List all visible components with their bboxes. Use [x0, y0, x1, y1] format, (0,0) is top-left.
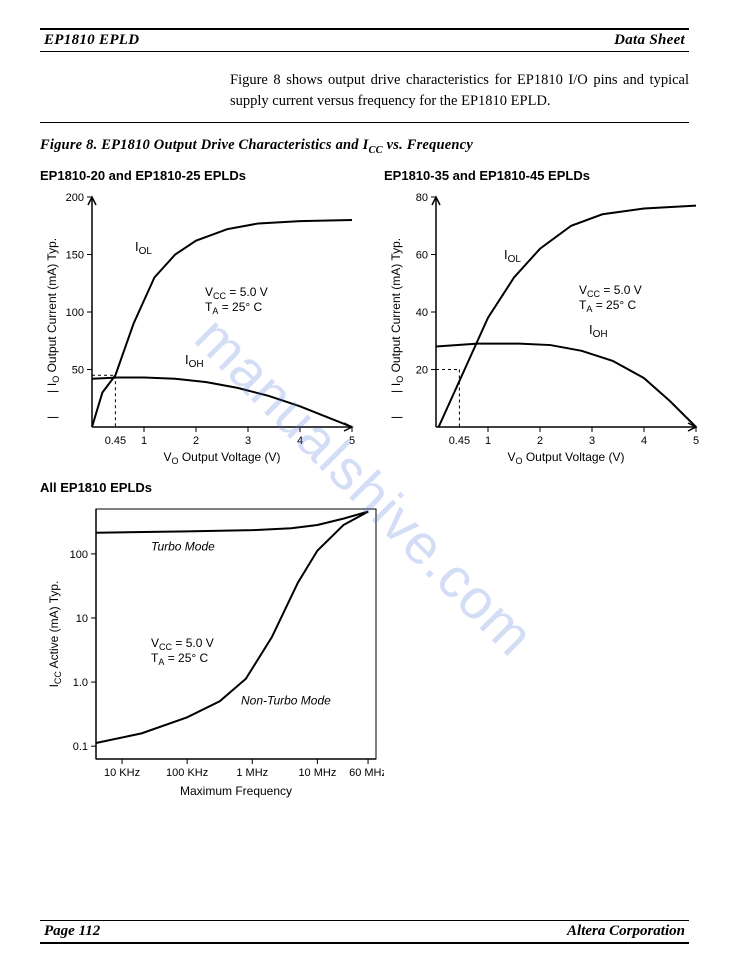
footer-left: Page 112	[44, 923, 100, 940]
svg-text:0.1: 0.1	[73, 741, 88, 753]
svg-text:60 MHz: 60 MHz	[349, 767, 384, 779]
chart1: 50 100 150 200 1 2 3 4 5 0.45 IOL IOH VCC = 5.0 VTA …	[40, 189, 360, 471]
footer-right: Altera Corporation	[567, 923, 685, 940]
svg-text:100: 100	[66, 307, 84, 319]
svg-text:VCC = 5.0 V: VCC = 5.0 V	[579, 283, 642, 299]
svg-text:10: 10	[76, 613, 88, 625]
svg-text:100 KHz: 100 KHz	[166, 767, 208, 779]
svg-text:50: 50	[72, 364, 84, 376]
chart1-title: EP1810-20 and EP1810-25 EPLDs	[40, 168, 360, 183]
svg-text:TA = 25° C: TA = 25° C	[151, 651, 209, 667]
chart3-title: All EP1810 EPLDs	[40, 480, 689, 495]
svg-text:IOL: IOL	[504, 247, 521, 265]
svg-text:ICC Active (mA) Typ.: ICC Active (mA) Typ.	[47, 581, 63, 688]
svg-text:10 KHz: 10 KHz	[104, 767, 140, 779]
svg-text:10 MHz: 10 MHz	[298, 767, 336, 779]
svg-text:Turbo Mode: Turbo Mode	[151, 540, 215, 554]
svg-text:VO Output Voltage (V): VO Output Voltage (V)	[507, 450, 624, 466]
svg-text:3: 3	[245, 435, 251, 447]
svg-text:IO Output Current (mA) Typ.: IO Output Current (mA) Typ.	[45, 238, 61, 386]
chart3: 0.1 1.0 10 100 10 KHz 100 KHz 1 MHz 10 MHz 60 MH…	[40, 501, 384, 807]
svg-text:|: |	[389, 416, 403, 419]
svg-text:|: |	[45, 390, 59, 393]
svg-text:5: 5	[693, 435, 699, 447]
svg-text:2: 2	[537, 435, 543, 447]
svg-text:1 MHz: 1 MHz	[236, 767, 268, 779]
header-right: Data Sheet	[614, 32, 685, 49]
svg-text:80: 80	[416, 192, 428, 204]
svg-text:VCC = 5.0 V: VCC = 5.0 V	[205, 285, 268, 301]
svg-text:5: 5	[349, 435, 355, 447]
svg-text:|: |	[45, 416, 59, 419]
caption-prefix: Figure 8. EP1810 Output Drive Characteri…	[40, 137, 368, 153]
svg-text:4: 4	[641, 435, 647, 447]
svg-text:Maximum Frequency: Maximum Frequency	[180, 784, 292, 798]
intro-paragraph: Figure 8 shows output drive characterist…	[230, 70, 689, 112]
svg-text:VCC = 5.0 V: VCC = 5.0 V	[151, 636, 214, 652]
chart2-title: EP1810-35 and EP1810-45 EPLDs	[384, 168, 704, 183]
svg-text:200: 200	[66, 192, 84, 204]
footer-bar: Page 112 Altera Corporation	[40, 920, 689, 944]
svg-text:1: 1	[141, 435, 147, 447]
svg-text:VO Output Voltage (V): VO Output Voltage (V)	[163, 450, 280, 466]
svg-text:IO Output Current (mA) Typ.: IO Output Current (mA) Typ.	[389, 238, 405, 386]
header-left: EP1810 EPLD	[44, 32, 139, 49]
svg-text:60: 60	[416, 249, 428, 261]
svg-text:Non-Turbo Mode: Non-Turbo Mode	[241, 693, 331, 707]
caption-sub: CC	[368, 145, 382, 156]
divider	[40, 122, 689, 123]
svg-text:|: |	[389, 390, 403, 393]
svg-text:IOL: IOL	[135, 239, 152, 257]
svg-text:1: 1	[485, 435, 491, 447]
svg-text:1.0: 1.0	[73, 677, 88, 689]
svg-text:TA = 25° C: TA = 25° C	[579, 298, 637, 314]
caption-suffix: vs. Frequency	[383, 137, 473, 153]
svg-text:IOH: IOH	[589, 322, 608, 340]
svg-text:150: 150	[66, 249, 84, 261]
svg-text:40: 40	[416, 307, 428, 319]
figure-caption: Figure 8. EP1810 Output Drive Characteri…	[40, 137, 689, 156]
header-bar: EP1810 EPLD Data Sheet	[40, 28, 689, 52]
svg-text:TA = 25° C: TA = 25° C	[205, 300, 263, 316]
svg-text:3: 3	[589, 435, 595, 447]
svg-text:2: 2	[193, 435, 199, 447]
svg-text:0.45: 0.45	[105, 435, 126, 447]
svg-text:IOH: IOH	[185, 352, 204, 370]
svg-text:0.45: 0.45	[449, 435, 470, 447]
svg-text:4: 4	[297, 435, 303, 447]
svg-text:100: 100	[70, 549, 88, 561]
chart2: 20 40 60 80 1 2 3 4 5 0.45 IOL IOH VCC = 5.0 VTA = 2…	[384, 189, 704, 471]
svg-text:20: 20	[416, 364, 428, 376]
